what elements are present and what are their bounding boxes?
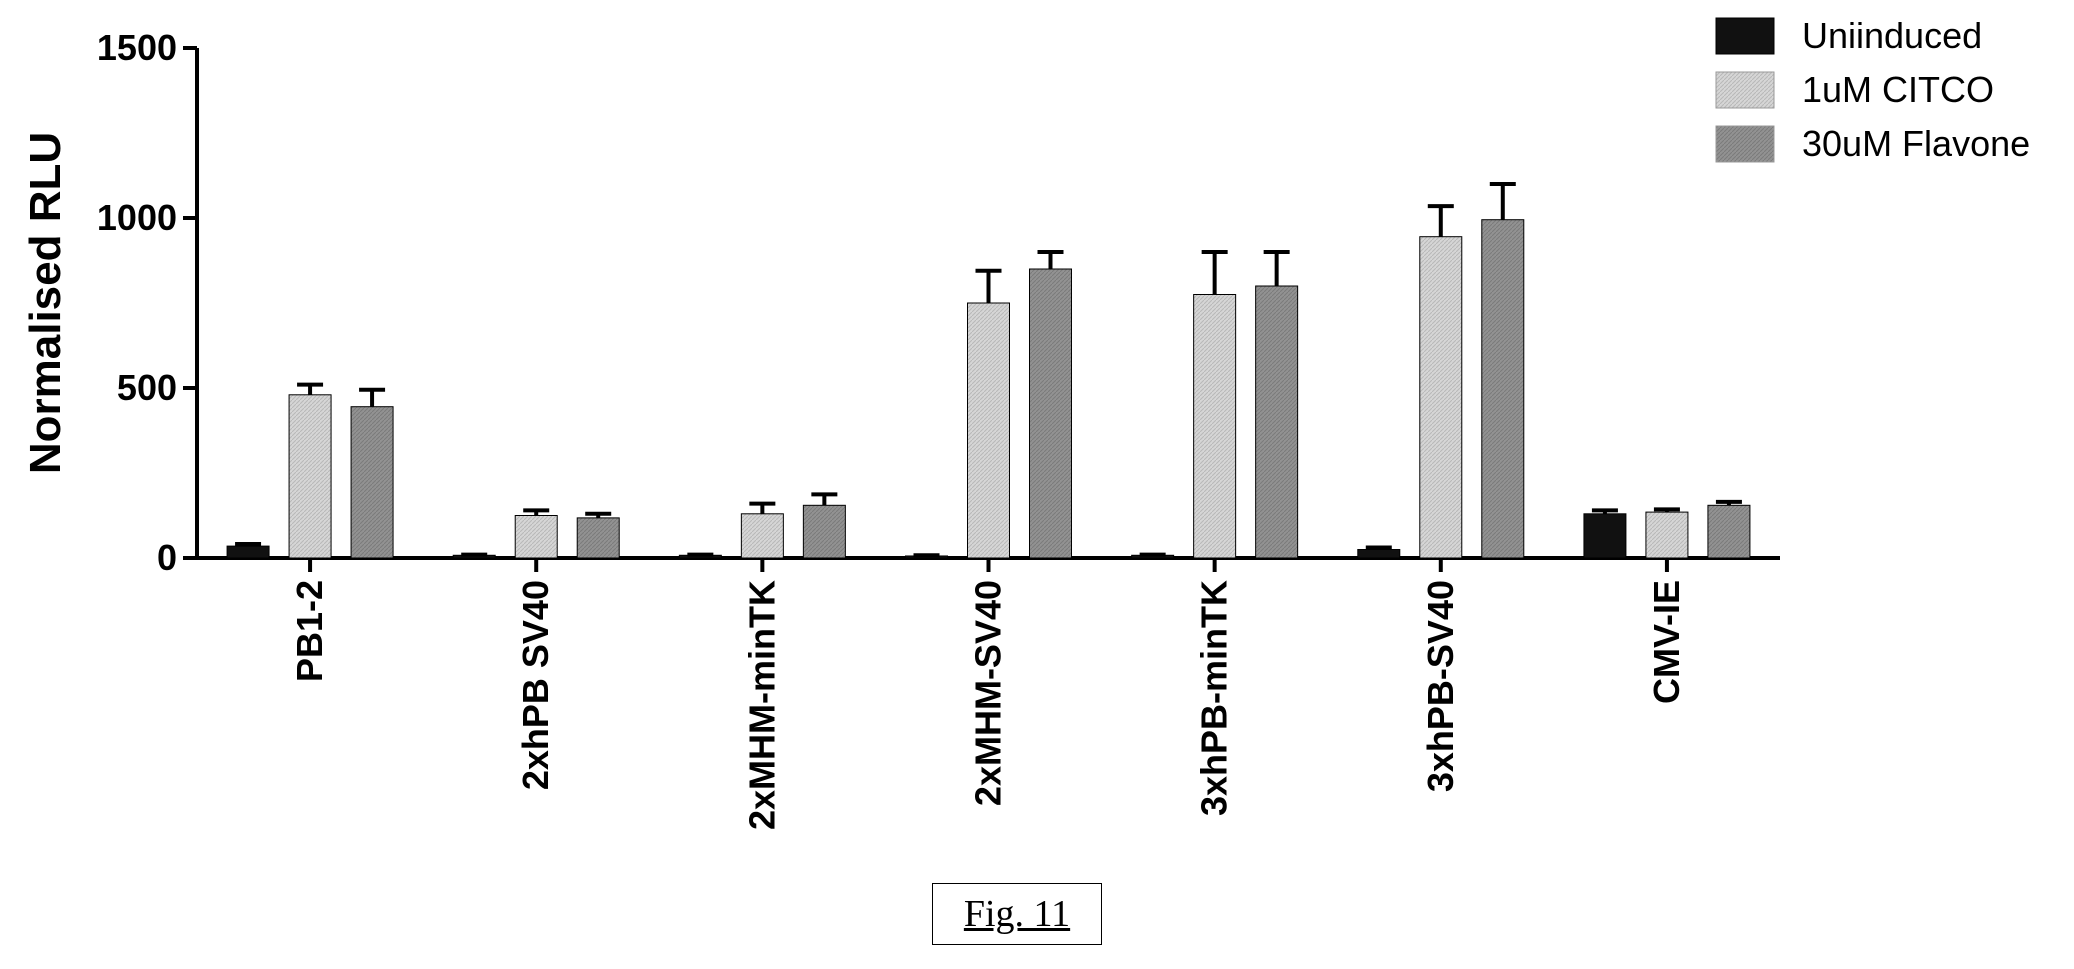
bar-1um-citco — [1193, 294, 1237, 559]
legend-swatch — [1715, 125, 1775, 163]
y-tick-label: 1500 — [97, 27, 177, 68]
bar-1um-citco — [514, 515, 558, 559]
x-tick-label: 3xhPB-SV40 — [1420, 580, 1461, 792]
bar-1um-citco — [1645, 511, 1689, 559]
bar-30um-flavone — [1029, 268, 1072, 559]
x-tick-label: 2xMHM-minTK — [741, 580, 782, 830]
x-tick-label: 3xhPB-minTK — [1194, 580, 1235, 816]
bar-1um-citco — [967, 302, 1010, 559]
bar-30um-flavone — [350, 406, 394, 559]
legend-label: 30uM Flavone — [1802, 123, 2030, 164]
figure-caption: Fig. 11 — [932, 883, 1102, 945]
y-tick-label: 1000 — [97, 197, 177, 238]
legend-label: Uniinduced — [1802, 15, 1982, 56]
y-tick-label: 0 — [157, 537, 177, 578]
y-axis-label: Normalised RLU — [21, 132, 70, 474]
bar-uniinduced — [1357, 549, 1401, 559]
legend-label: 1uM CITCO — [1802, 69, 1994, 110]
bar-1um-citco — [288, 394, 332, 559]
bar-30um-flavone — [802, 504, 846, 559]
x-tick-label: CMV-IE — [1646, 580, 1687, 704]
x-tick-label: PB1-2 — [289, 580, 330, 682]
legend-swatch — [1715, 17, 1775, 55]
y-tick-label: 500 — [117, 367, 177, 408]
bar-1um-citco — [740, 513, 784, 559]
bar-30um-flavone — [1707, 504, 1751, 559]
bar-30um-flavone — [1255, 285, 1299, 559]
x-tick-label: 2xhPB SV40 — [515, 580, 556, 790]
bar-1um-citco — [1419, 236, 1463, 559]
bar-chart: 0 500 1000 1500 Normalised RLU PB1-2 2xhPB SV4… — [21, 15, 2030, 830]
bar-uniinduced — [226, 545, 270, 559]
bar-30um-flavone — [576, 517, 620, 559]
bar-uniinduced — [1583, 513, 1627, 559]
legend-swatch — [1715, 71, 1775, 109]
x-tick-label: 2xMHM-SV40 — [968, 580, 1009, 806]
bar-30um-flavone — [1481, 219, 1525, 559]
